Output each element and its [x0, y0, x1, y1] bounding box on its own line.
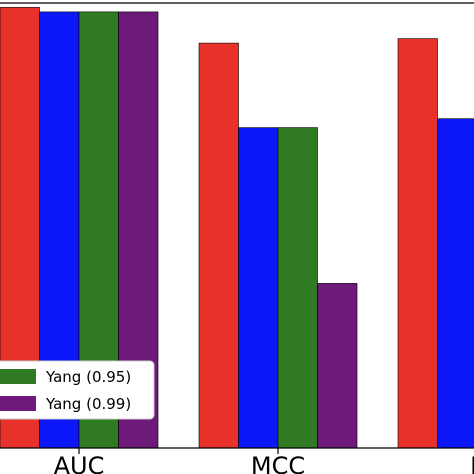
legend-label-yang-099: Yang (0.99)	[45, 395, 131, 413]
bar-f-series-2	[437, 118, 474, 449]
legend-label-yang-095: Yang (0.95)	[45, 368, 131, 386]
legend-swatch-yang-099	[0, 396, 36, 411]
bar-mcc-series-3	[277, 127, 318, 449]
x-tick-layer: AUC MCC F	[54, 448, 474, 474]
bar-mcc-series-2	[238, 127, 279, 449]
x-tick-label-f: F	[470, 452, 474, 474]
x-tick-label-auc: AUC	[54, 452, 105, 474]
bar-mcc-series-1	[198, 42, 239, 449]
legend-box	[0, 360, 155, 420]
bar-mcc-series-4	[317, 283, 358, 449]
legend: Yang (0.95) Yang (0.99)	[0, 360, 155, 420]
legend-swatch-yang-095	[0, 369, 36, 384]
bar-f-series-1	[397, 38, 438, 449]
x-tick-label-mcc: MCC	[251, 452, 305, 474]
